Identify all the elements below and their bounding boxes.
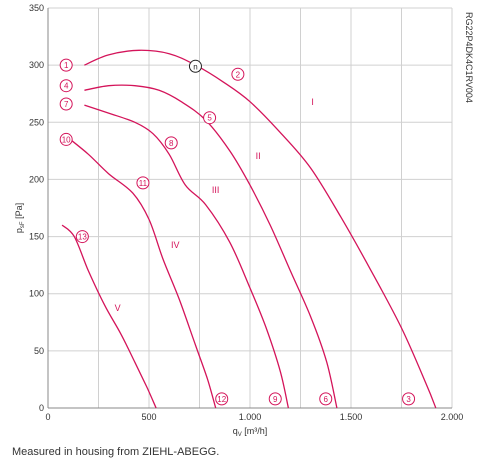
y-tick-label: 100 <box>29 289 44 299</box>
marker-circle <box>402 392 416 406</box>
series-curve-v <box>61 224 157 409</box>
marker-circle <box>203 111 217 125</box>
marker-number: 2 <box>236 70 241 79</box>
y-tick-label: 0 <box>39 403 44 413</box>
curve-label-i: I <box>311 97 314 107</box>
marker-number: 4 <box>64 82 69 91</box>
marker-circle <box>319 392 333 406</box>
marker-circle <box>59 132 73 146</box>
curve-marker-1: 1 <box>59 58 73 72</box>
series-layer <box>61 49 437 409</box>
x-tick-label: 1.000 <box>239 412 262 422</box>
curve-marker-4: 4 <box>59 79 73 93</box>
marker-number: 9 <box>273 395 278 404</box>
curve-label-ii: II <box>256 151 261 161</box>
x-tick-label: 0 <box>45 412 50 422</box>
y-tick-label: 150 <box>29 232 44 242</box>
curve-label-iii: III <box>212 185 220 195</box>
marker-number: 3 <box>406 395 411 404</box>
chart-caption: Measured in housing from ZIEHL-ABEGG. <box>12 446 220 458</box>
marker-circle <box>164 136 178 150</box>
x-tick-label: 1.500 <box>340 412 363 422</box>
curve-marker-5: 5 <box>203 111 217 125</box>
marker-circle <box>59 79 73 93</box>
marker-circle <box>268 392 282 406</box>
marker-number: 5 <box>207 114 212 123</box>
curve-marker-11: 11 <box>136 176 150 190</box>
marker-circle <box>215 392 229 406</box>
series-curve-ii <box>84 84 338 409</box>
marker-number: 10 <box>62 135 71 144</box>
operating-point: n <box>188 59 202 73</box>
curve-marker-2: 2 <box>231 67 245 81</box>
y-tick-label: 200 <box>29 174 44 184</box>
marker-circle <box>59 97 73 111</box>
operating-point-circle <box>188 59 202 73</box>
curve-label-iv: IV <box>171 240 180 250</box>
axes: 0 50 100 150 200 250 300 350 0 500 1.000 1.500 2.000 <box>29 3 463 422</box>
marker-circle <box>136 176 150 190</box>
marker-circle <box>75 230 89 244</box>
marker-number: 12 <box>217 395 226 404</box>
marker-number: 6 <box>324 395 329 404</box>
y-tick-label: 250 <box>29 117 44 127</box>
marker-circle <box>231 67 245 81</box>
curve-marker-9: 9 <box>268 392 282 406</box>
curve-marker-7: 7 <box>59 97 73 111</box>
marker-number: 8 <box>169 139 174 148</box>
curve-marker-8: 8 <box>164 136 178 150</box>
series-curve-i <box>84 49 437 409</box>
marker-number: 13 <box>78 233 87 242</box>
x-tick-label: 500 <box>141 412 156 422</box>
y-tick-label: 300 <box>29 60 44 70</box>
y-tick-label: 350 <box>29 3 44 13</box>
marker-number: 7 <box>64 100 69 109</box>
x-axis-label: qV [m³/h] <box>233 426 268 438</box>
marker-circle <box>59 58 73 72</box>
marker-number: 11 <box>139 179 148 188</box>
curve-label-v: V <box>115 303 121 313</box>
curve-marker-13: 13 <box>75 230 89 244</box>
curve-marker-10: 10 <box>59 132 73 146</box>
marker-number: 1 <box>64 61 69 70</box>
model-code: RG22P4DK4C1RV004 <box>464 12 474 103</box>
fan-curve-chart: 0 50 100 150 200 250 300 350 0 500 1.000 1.500 2.000… <box>14 3 474 438</box>
curve-marker-6: 6 <box>319 392 333 406</box>
curve-marker-3: 3 <box>402 392 416 406</box>
operating-point-label: n <box>193 62 197 71</box>
grid <box>47 7 453 409</box>
y-axis-label: psF [Pa] <box>14 203 26 233</box>
curve-marker-12: 12 <box>215 392 229 406</box>
y-tick-label: 50 <box>34 346 44 356</box>
x-tick-label: 2.000 <box>441 412 464 422</box>
series-curve-iv <box>69 138 217 409</box>
series-curve-iii <box>84 104 290 409</box>
